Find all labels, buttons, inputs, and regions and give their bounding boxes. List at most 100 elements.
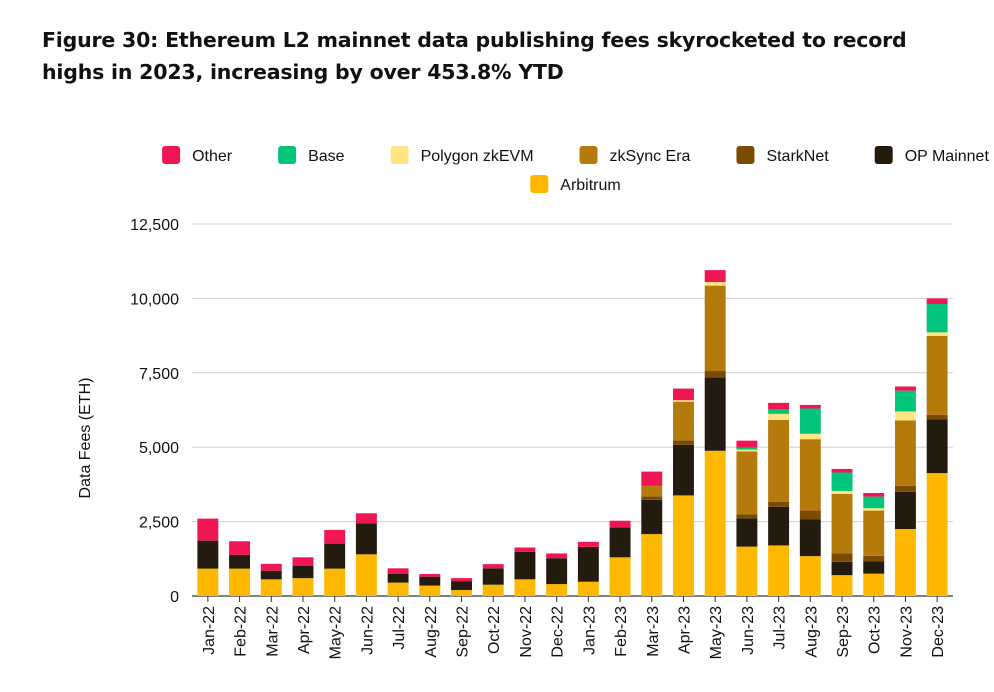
legend-label: zkSync Era — [610, 148, 691, 165]
bar-segment-arbitrum — [197, 568, 219, 596]
bar-segment-starknet — [831, 553, 853, 562]
bar-segment-polygon-zkevm — [863, 508, 885, 511]
bar-segment-op-mainnet — [831, 561, 853, 576]
bar-segment-other — [451, 578, 472, 582]
bar-segment-polygon-zkevm — [736, 449, 758, 452]
bar-segment-other — [482, 564, 504, 569]
y-axis-label: Data Fees (ETH) — [77, 378, 94, 499]
x-tick-label: Sep-23 — [835, 606, 852, 658]
bar-segment-starknet — [736, 514, 758, 519]
bar-segment-other — [577, 541, 599, 547]
x-tick-label: Jan-22 — [201, 606, 218, 655]
bar-segment-op-mainnet — [736, 518, 758, 547]
bar-segment-arbitrum — [641, 534, 663, 596]
bar-segment-arbitrum — [482, 584, 504, 596]
bar-segment-base — [863, 496, 885, 509]
bar-segment-op-mainnet — [641, 499, 663, 535]
bar-segment-arbitrum — [704, 450, 726, 596]
bar-segment-base — [831, 472, 853, 491]
legend-swatch — [278, 146, 297, 164]
x-tick-label: Mar-22 — [264, 606, 281, 657]
x-tick-label: Nov-23 — [898, 606, 915, 658]
x-tick-label: Jun-22 — [359, 606, 376, 655]
y-tick-label: 5,000 — [139, 440, 179, 457]
legend-label: Other — [192, 148, 233, 165]
bar-segment-zksync-era — [926, 335, 948, 415]
bar-segment-other — [863, 493, 885, 497]
bar-segment-starknet — [799, 510, 821, 520]
x-tick-label: Oct-23 — [867, 606, 884, 654]
bar-segment-other — [641, 471, 663, 486]
bar-segment-other — [260, 563, 282, 571]
x-tick-label: Dec-23 — [930, 606, 947, 658]
x-tick-label: Jun-23 — [740, 606, 757, 655]
bar-segment-other — [197, 518, 219, 541]
legend-item-polygon-zkevm: Polygon zkEVM — [390, 146, 534, 165]
bar-segment-starknet — [926, 414, 948, 420]
bar-segment-base — [926, 304, 948, 333]
bar-segment-other — [926, 298, 948, 305]
legend-swatch — [530, 175, 549, 193]
gridlines — [192, 223, 953, 597]
bar-segment-op-mainnet — [609, 527, 631, 558]
x-tick-label: Aug-22 — [423, 606, 440, 658]
bar-segment-arbitrum — [894, 529, 916, 596]
bar-segment-zksync-era — [831, 493, 853, 554]
x-tick-label: Aug-23 — [803, 606, 820, 658]
bar-segment-base — [768, 409, 790, 414]
bar-segment-arbitrum — [768, 545, 790, 596]
bar-segment-starknet — [673, 440, 694, 445]
legend-label: StarkNet — [766, 148, 829, 165]
legend-label: Polygon zkEVM — [421, 148, 534, 165]
bar-segment-op-mainnet — [387, 573, 409, 583]
bar-segment-other — [799, 404, 821, 409]
bar-segment-zksync-era — [768, 419, 790, 502]
bar-segment-op-mainnet — [704, 377, 726, 451]
bar-segment-polygon-zkevm — [704, 282, 726, 286]
bar-segment-base — [799, 408, 821, 434]
bar-segment-op-mainnet — [546, 558, 568, 585]
x-tick-label: Sep-22 — [455, 606, 472, 658]
bar-segment-other — [324, 529, 346, 544]
bar-segment-other — [292, 557, 314, 566]
y-tick-label: 10,000 — [130, 291, 179, 308]
bar-segment-polygon-zkevm — [673, 400, 694, 402]
bar-segment-zksync-era — [673, 401, 694, 441]
x-tick-label: Jul-22 — [391, 606, 408, 650]
bar-segment-zksync-era — [704, 285, 726, 372]
bar-segment-op-mainnet — [292, 565, 314, 579]
x-tick-label: May-23 — [708, 606, 725, 659]
bar-segment-other — [419, 573, 441, 577]
y-axis-tick-labels: 0 2,500 5,000 7,500 10,000 12,500 — [130, 217, 179, 606]
x-tick-label: Dec-22 — [550, 606, 567, 658]
bar-segment-arbitrum — [546, 584, 568, 596]
x-tick-label: Mar-23 — [645, 606, 662, 657]
bar-segment-other — [514, 547, 536, 552]
bar-segment-zksync-era — [736, 451, 758, 515]
y-tick-label: 7,500 — [139, 366, 179, 383]
x-tick-label: May-22 — [328, 606, 345, 659]
legend-label: Arbitrum — [560, 177, 620, 194]
x-tick-label: Jul-23 — [772, 606, 789, 650]
legend-swatch — [579, 146, 598, 164]
bar-segment-arbitrum — [609, 557, 631, 596]
bar-segment-arbitrum — [926, 473, 948, 596]
bar-segment-other — [387, 568, 409, 574]
bar-segment-op-mainnet — [514, 551, 536, 580]
legend-label: OP Mainnet — [905, 148, 990, 165]
bar-segment-polygon-zkevm — [831, 490, 853, 494]
bar-segment-arbitrum — [292, 578, 314, 596]
bar-segment-base — [736, 447, 758, 450]
legend-swatch — [874, 146, 893, 164]
bar-segment-op-mainnet — [324, 543, 346, 569]
legend-swatch — [390, 146, 409, 164]
bar-segment-polygon-zkevm — [894, 411, 916, 421]
bar-segment-zksync-era — [641, 485, 663, 497]
bar-segment-zksync-era — [799, 439, 821, 511]
figure-title: Figure 30: Ethereum L2 mainnet data publ… — [42, 28, 907, 84]
bar-segment-op-mainnet — [355, 523, 377, 555]
bar-segment-op-mainnet — [894, 491, 916, 530]
bar-segment-op-mainnet — [863, 561, 885, 574]
bar-segment-base — [894, 390, 916, 412]
